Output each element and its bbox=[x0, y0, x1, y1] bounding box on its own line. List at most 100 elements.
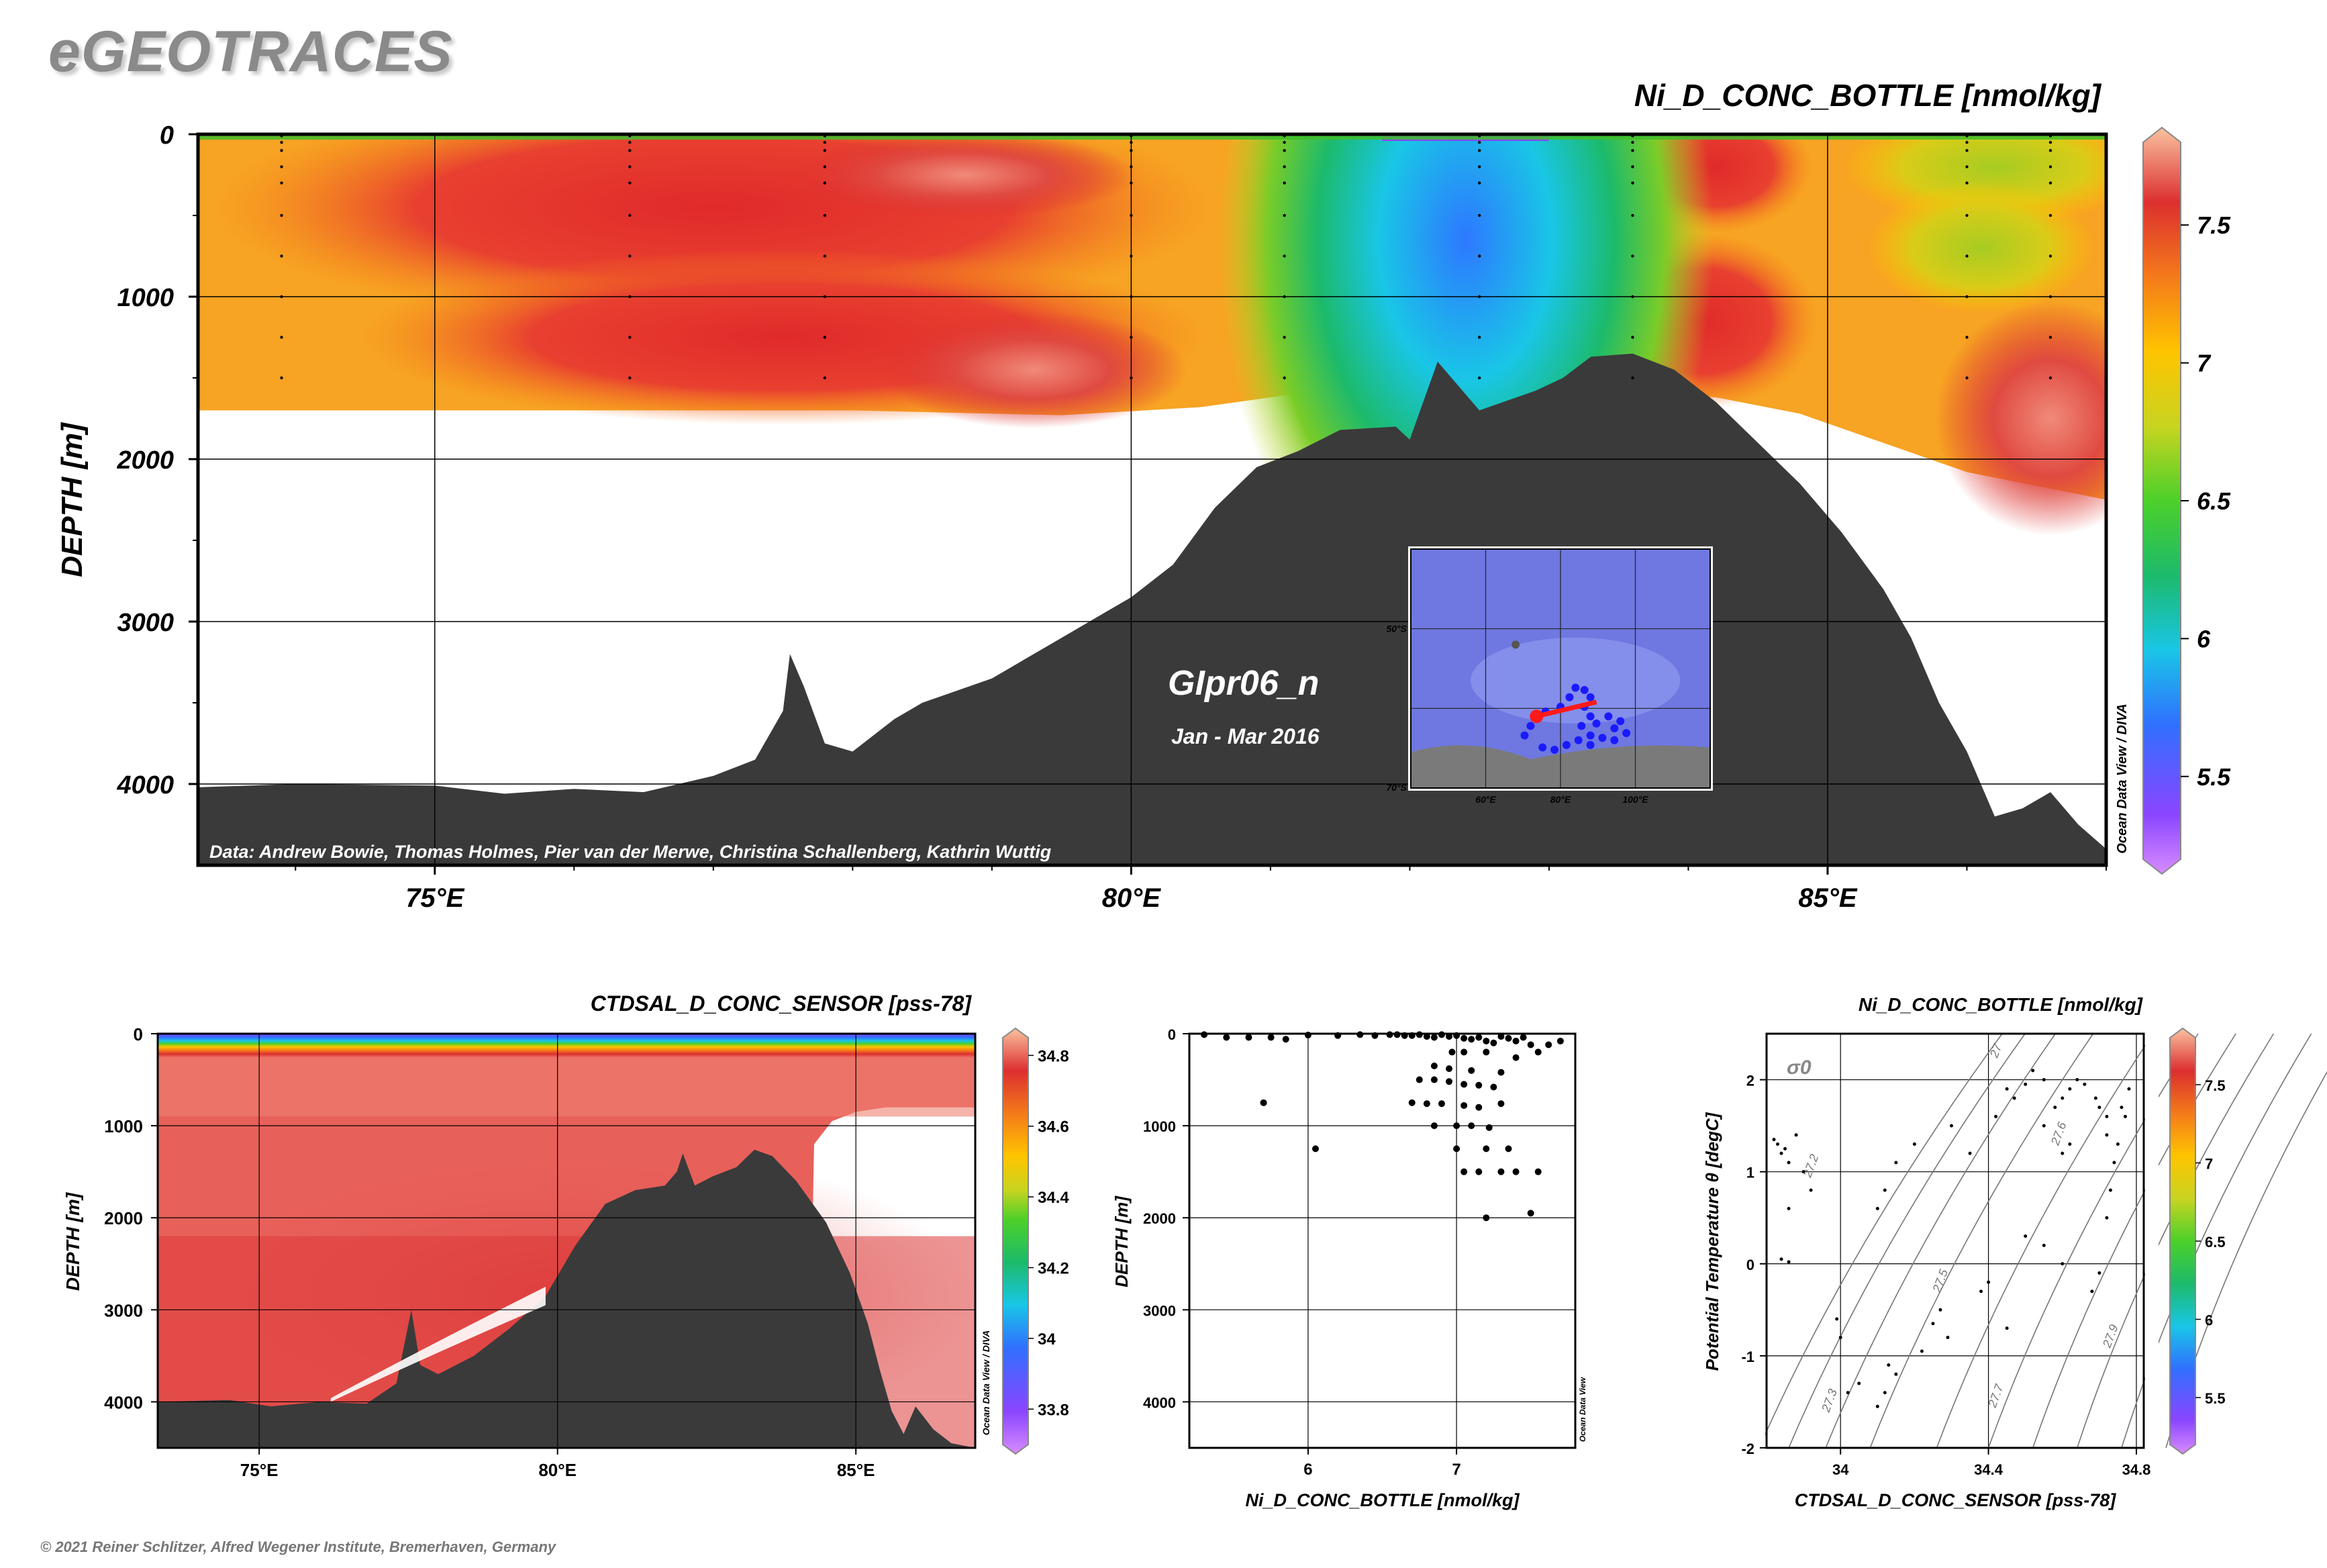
inset-track-dot bbox=[1586, 712, 1595, 721]
sample-dot bbox=[280, 149, 283, 152]
sample-dot bbox=[1130, 181, 1133, 185]
scatter-point bbox=[1468, 1067, 1475, 1074]
ts-point bbox=[2120, 1106, 2124, 1110]
sal-y-tick-label: 0 bbox=[134, 1024, 143, 1044]
ts-point bbox=[1883, 1391, 1887, 1395]
scatter-point bbox=[1485, 1124, 1493, 1131]
sal-x-tick-label: 75°E bbox=[240, 1460, 279, 1480]
inset-track-dot bbox=[1604, 712, 1613, 721]
inset-track-dot bbox=[1562, 740, 1571, 749]
sal-y-tick-label: 2000 bbox=[104, 1208, 143, 1228]
sample-dot bbox=[1965, 181, 1969, 185]
sample-dot bbox=[280, 140, 283, 144]
sample-dot bbox=[1477, 140, 1481, 144]
sal-section-title: CTDSAL_D_CONC_SENSOR [pss-78] bbox=[591, 991, 973, 1016]
ni-colorbar-tick: 7.5 bbox=[2197, 211, 2231, 239]
inset-track-dot bbox=[1622, 729, 1631, 738]
ts-point bbox=[1857, 1381, 1861, 1385]
ts-point bbox=[2053, 1106, 2057, 1110]
scatter-point bbox=[1490, 1039, 1497, 1046]
x-tick-label: 80°E bbox=[1102, 883, 1161, 913]
sample-dot bbox=[2048, 254, 2052, 258]
ts-point bbox=[2061, 1151, 2065, 1155]
ts-point bbox=[2123, 1114, 2127, 1118]
sample-dot bbox=[1130, 254, 1133, 258]
ts-point bbox=[2075, 1078, 2079, 1082]
ts-point bbox=[2083, 1082, 2087, 1086]
scatter-point bbox=[1527, 1041, 1534, 1048]
sample-dot bbox=[823, 213, 827, 217]
sample-dot bbox=[2048, 213, 2052, 217]
sample-dot bbox=[1965, 336, 1969, 339]
ts-point bbox=[1846, 1391, 1850, 1395]
scatter-point bbox=[1512, 1037, 1520, 1044]
ts-y-tick-label: 0 bbox=[1746, 1257, 1754, 1273]
scatter-point bbox=[1534, 1168, 1542, 1175]
scatter-point bbox=[1430, 1076, 1438, 1083]
sample-dot bbox=[628, 376, 632, 380]
ts-point bbox=[2093, 1096, 2097, 1100]
sample-dot bbox=[823, 165, 827, 168]
isopycnal bbox=[2121, 1033, 2312, 1449]
sample-dot bbox=[1283, 165, 1286, 168]
ts-point bbox=[1894, 1372, 1898, 1376]
scatter-point bbox=[1497, 1033, 1505, 1040]
scatter-point bbox=[1460, 1101, 1468, 1109]
sal-bathymetry bbox=[158, 1149, 975, 1448]
sal-colorbar-tick: 34.4 bbox=[1038, 1189, 1069, 1207]
ni-depth-axis-label: DEPTH [m] bbox=[56, 422, 89, 577]
ts-y-tick-label: -2 bbox=[1741, 1440, 1754, 1457]
isopycnal bbox=[1825, 1033, 2056, 1449]
sample-dot bbox=[1631, 149, 1634, 152]
ni-colorbar-tick: 6.5 bbox=[2197, 487, 2231, 515]
sample-dot bbox=[1631, 336, 1634, 339]
scatter-point bbox=[1423, 1100, 1430, 1108]
isopycnal bbox=[1869, 1033, 2094, 1449]
sample-dot bbox=[1965, 376, 1969, 380]
ts-point bbox=[1779, 1257, 1783, 1261]
ni-surface-layer bbox=[198, 134, 2106, 140]
sal-y-tick-label: 3000 bbox=[104, 1300, 143, 1320]
inset-track-dot bbox=[1592, 719, 1601, 728]
ts-point bbox=[1838, 1335, 1842, 1339]
sample-dot bbox=[1631, 213, 1634, 217]
scatter-point bbox=[1505, 1145, 1512, 1153]
ts-point bbox=[1776, 1142, 1780, 1146]
scatter-point bbox=[1497, 1069, 1505, 1076]
inset-track-dot bbox=[1586, 693, 1595, 701]
inset-track-dot bbox=[1616, 717, 1625, 726]
sample-dot bbox=[2048, 376, 2052, 380]
ts-plot-area bbox=[1767, 1034, 2144, 1448]
sal-colorbar-tick: 33.8 bbox=[1038, 1401, 1069, 1419]
sample-dot bbox=[1965, 165, 1969, 168]
inset-track-dot bbox=[1610, 724, 1619, 732]
ts-point bbox=[2068, 1087, 2072, 1091]
sample-dot bbox=[2048, 295, 2052, 299]
ts-point bbox=[2108, 1188, 2112, 1192]
scatter-point bbox=[1438, 1100, 1445, 1108]
sample-dot bbox=[280, 376, 283, 380]
ts-colorbar-tick: 7.5 bbox=[2205, 1077, 2226, 1094]
scatter-point bbox=[1468, 1036, 1475, 1043]
scatter-plot-frame bbox=[1188, 1032, 1577, 1449]
sample-dot bbox=[1631, 165, 1634, 168]
ts-point bbox=[1938, 1308, 1942, 1312]
sample-dot bbox=[823, 254, 827, 258]
inset-track-dot bbox=[1580, 686, 1589, 695]
scatter-point bbox=[1446, 1065, 1453, 1073]
ts-point bbox=[2116, 1142, 2120, 1146]
ts-point bbox=[2024, 1082, 2028, 1086]
brand-logo: eGEOTRACES bbox=[48, 19, 453, 84]
scatter-point bbox=[1490, 1083, 1497, 1091]
ni-colorbar-tick: 7 bbox=[2197, 350, 2212, 377]
scatter-point bbox=[1534, 1048, 1542, 1056]
ts-point bbox=[2127, 1087, 2131, 1091]
inset-section-line bbox=[1536, 699, 1597, 719]
sample-dot bbox=[628, 295, 632, 299]
sample-dot bbox=[1283, 254, 1286, 258]
ni-section-title: Ni_D_CONC_BOTTLE [nmol/kg] bbox=[1634, 78, 2102, 113]
sample-dot bbox=[1130, 295, 1133, 299]
ts-point bbox=[2024, 1234, 2028, 1238]
x-tick-label: 75°E bbox=[405, 883, 464, 913]
sample-dot bbox=[1283, 376, 1286, 380]
